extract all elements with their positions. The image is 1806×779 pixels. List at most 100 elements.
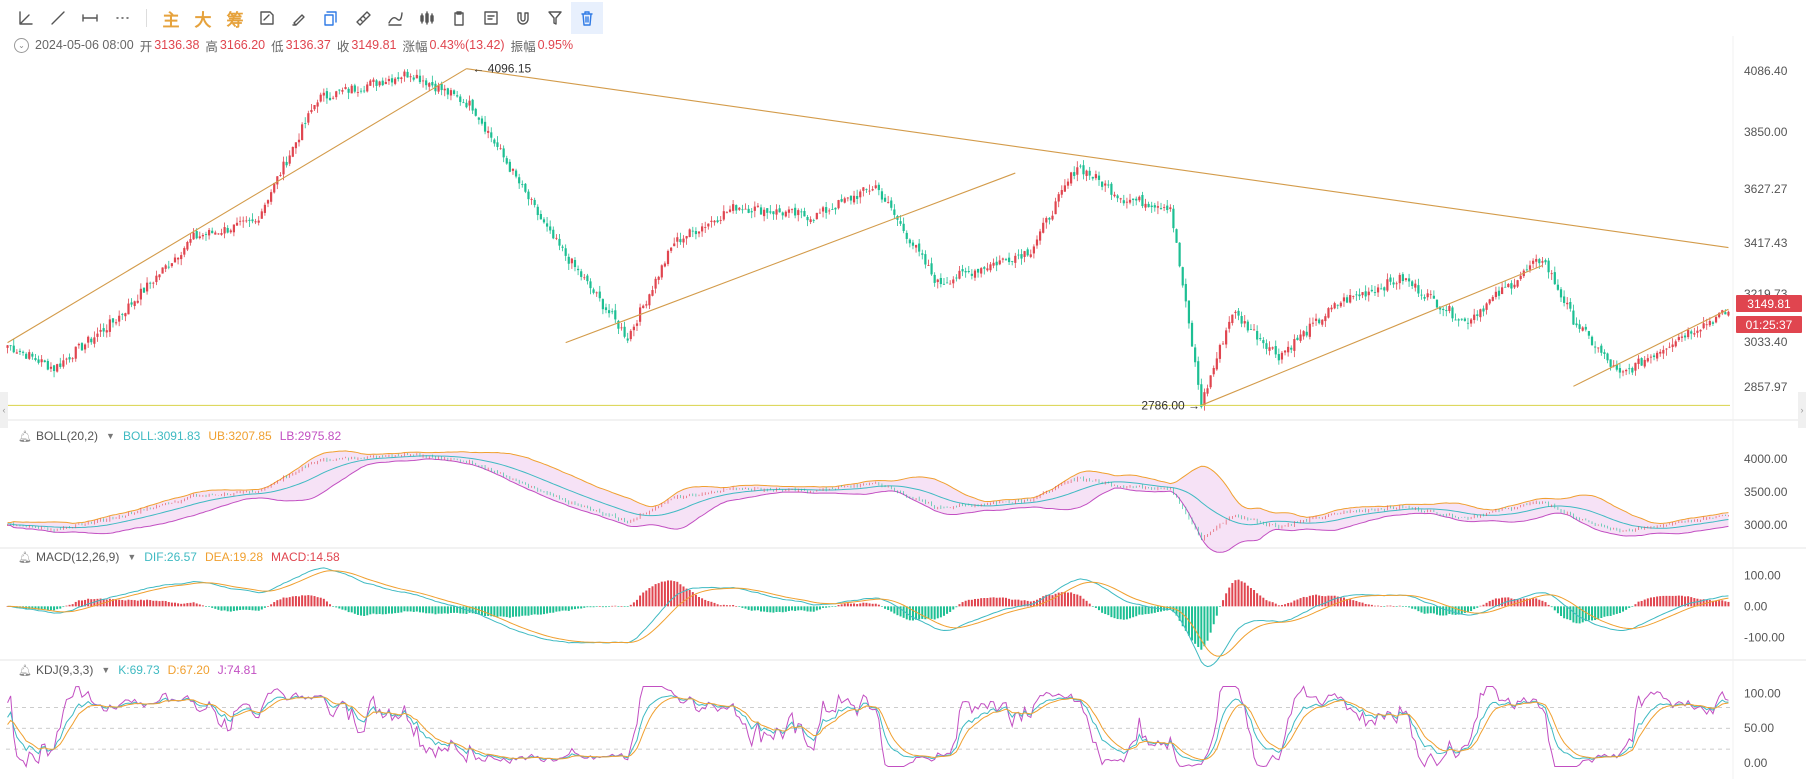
collapse-icon[interactable]: ⌄: [14, 37, 29, 53]
macd-bar: [1525, 598, 1528, 607]
dif-line: [7, 567, 1729, 668]
candle: [263, 202, 267, 216]
candle: [372, 77, 375, 88]
candle: [607, 303, 611, 318]
macd-bar: [183, 603, 186, 607]
macd-bar: [142, 600, 145, 607]
candle-pattern-button[interactable]: [411, 2, 443, 34]
macd-bar: [369, 606, 372, 615]
candle: [660, 264, 663, 280]
ruler-button[interactable]: [347, 2, 379, 34]
candle: [167, 260, 170, 270]
candle: [1677, 333, 1680, 342]
macd-bar: [1355, 600, 1358, 607]
macd-bar: [1039, 598, 1042, 607]
line-draw-button[interactable]: [42, 2, 74, 34]
candle: [1519, 271, 1522, 282]
magnet-icon: [517, 12, 529, 25]
macd-bar: [580, 606, 583, 609]
caret-down-icon[interactable]: ▼: [101, 665, 111, 675]
candle: [118, 310, 121, 327]
macd-bar: [893, 606, 896, 614]
bell-icon[interactable]: 🔔︎: [18, 430, 32, 443]
trendline-angle-button[interactable]: [10, 2, 42, 34]
candle: [840, 194, 843, 203]
trash-button[interactable]: [571, 2, 603, 34]
candle: [595, 291, 598, 297]
candle: [1339, 301, 1342, 308]
indicator-button-2[interactable]: 筹: [226, 10, 244, 30]
copy-button[interactable]: [315, 2, 347, 34]
candle: [1181, 266, 1184, 288]
amp-value: 0.95%: [537, 38, 574, 52]
candle: [973, 268, 977, 281]
indicator-button-1[interactable]: 大: [194, 10, 212, 30]
candle: [725, 211, 729, 214]
magnet-button[interactable]: [507, 2, 539, 34]
candle: [589, 278, 592, 295]
macd-bar: [242, 606, 245, 610]
candle: [1566, 297, 1569, 310]
macd-bar: [1222, 600, 1225, 607]
caret-down-icon[interactable]: ▼: [106, 431, 115, 441]
kdj-name: KDJ(9,3,3): [35, 663, 94, 677]
more-dots-button[interactable]: [106, 2, 138, 34]
bell-icon[interactable]: 🔔︎: [18, 664, 32, 677]
candle: [214, 230, 217, 235]
candle: [9, 345, 12, 351]
macd-dif-value: DIF:26.57: [144, 550, 197, 564]
indicator-button-0[interactable]: 主: [162, 10, 180, 30]
pencil-brush-button[interactable]: [283, 2, 315, 34]
pen-draw-button[interactable]: [379, 2, 411, 34]
candle: [1383, 286, 1386, 297]
macd-bar: [1711, 600, 1714, 607]
candle: [1082, 160, 1085, 180]
macd-bar: [1594, 606, 1597, 621]
candle: [1457, 318, 1460, 327]
macd-bar: [521, 606, 524, 616]
candle: [1122, 194, 1125, 206]
macd-bar: [288, 597, 291, 607]
note-edit-button[interactable]: [251, 2, 283, 34]
macd-bar: [843, 603, 846, 607]
candle: [1563, 290, 1566, 307]
left-collapse-icon[interactable]: ‹: [0, 392, 8, 428]
macd-bar: [719, 605, 722, 607]
macd-bar: [1451, 606, 1454, 615]
macd-bar: [570, 606, 573, 610]
candle: [77, 342, 80, 349]
macd-bar: [1296, 599, 1299, 607]
candle: [552, 226, 555, 240]
right-collapse-icon[interactable]: ›: [1798, 392, 1806, 428]
macd-bar: [412, 606, 415, 612]
candle: [1001, 257, 1004, 263]
horizontal-ray-button[interactable]: [74, 2, 106, 34]
candle: [12, 339, 15, 354]
caret-down-icon[interactable]: ▼: [127, 552, 137, 562]
main-candles: [6, 69, 1730, 411]
macd-bar: [124, 600, 127, 607]
macd-bar: [1578, 606, 1581, 624]
candle: [443, 84, 446, 97]
macd-bar: [356, 606, 359, 615]
macd-bar: [1389, 605, 1392, 607]
candle: [502, 145, 505, 163]
boll-panel: [7, 450, 1729, 553]
macd-bar: [1156, 606, 1159, 612]
candle: [902, 217, 905, 234]
candle: [905, 230, 908, 244]
bell-icon[interactable]: 🔔︎: [18, 551, 32, 564]
candle: [1020, 249, 1023, 265]
candle: [1085, 169, 1088, 182]
edit-doc-button[interactable]: [475, 2, 507, 34]
candle: [1314, 313, 1318, 326]
macd-bar: [946, 606, 949, 614]
candle: [1212, 365, 1215, 377]
macd-bar: [577, 606, 580, 609]
clipboard-button[interactable]: [443, 2, 475, 34]
candle: [967, 266, 970, 274]
filter-button[interactable]: [539, 2, 571, 34]
macd-bar: [1107, 606, 1110, 616]
macd-bar: [604, 606, 607, 608]
